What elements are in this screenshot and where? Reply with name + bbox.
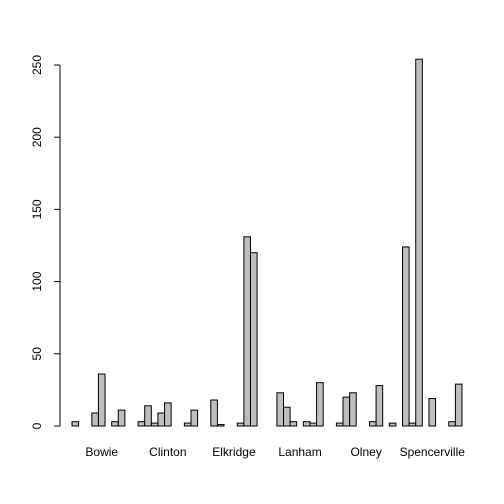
bar bbox=[309, 422, 318, 427]
bar bbox=[117, 409, 126, 427]
bar bbox=[150, 422, 159, 427]
y-tick-label: 0 bbox=[30, 422, 44, 429]
bar bbox=[302, 421, 311, 427]
bar bbox=[408, 422, 417, 427]
y-tick-label: 50 bbox=[30, 347, 44, 361]
bar bbox=[375, 385, 384, 427]
x-tick-label: Elkridge bbox=[212, 445, 256, 459]
x-tick-label: Spencerville bbox=[400, 445, 466, 459]
bar bbox=[276, 392, 285, 427]
y-tick-label: 200 bbox=[30, 127, 44, 147]
bar bbox=[97, 373, 106, 427]
y-tick-label: 100 bbox=[30, 271, 44, 291]
bar bbox=[190, 409, 199, 427]
bar bbox=[335, 422, 344, 427]
bar bbox=[249, 252, 258, 427]
bar bbox=[402, 246, 410, 427]
bar bbox=[316, 382, 324, 427]
x-tick-label: Lanham bbox=[278, 445, 321, 459]
bar bbox=[415, 58, 423, 427]
bar bbox=[157, 412, 166, 427]
bar bbox=[349, 392, 357, 427]
bar bbox=[428, 398, 437, 427]
x-tick-label: Clinton bbox=[149, 445, 186, 459]
bar bbox=[454, 383, 463, 427]
bar bbox=[236, 422, 245, 427]
y-tick-label: 250 bbox=[30, 55, 44, 75]
x-tick-label: Olney bbox=[350, 445, 381, 459]
bar bbox=[137, 421, 146, 427]
bar bbox=[289, 421, 298, 427]
bar bbox=[111, 421, 119, 427]
bar bbox=[388, 422, 397, 427]
bar bbox=[216, 424, 225, 427]
bar bbox=[210, 399, 218, 427]
bar bbox=[368, 421, 377, 427]
bar bbox=[164, 402, 172, 427]
x-tick-label: Bowie bbox=[85, 445, 118, 459]
bar bbox=[91, 412, 99, 427]
bar bbox=[448, 421, 456, 427]
bar bbox=[342, 396, 351, 427]
bar bbox=[144, 405, 152, 427]
bar bbox=[283, 406, 291, 427]
bar bbox=[183, 422, 192, 427]
bar bbox=[243, 236, 251, 427]
y-tick-label: 150 bbox=[30, 199, 44, 219]
bar bbox=[71, 421, 80, 427]
